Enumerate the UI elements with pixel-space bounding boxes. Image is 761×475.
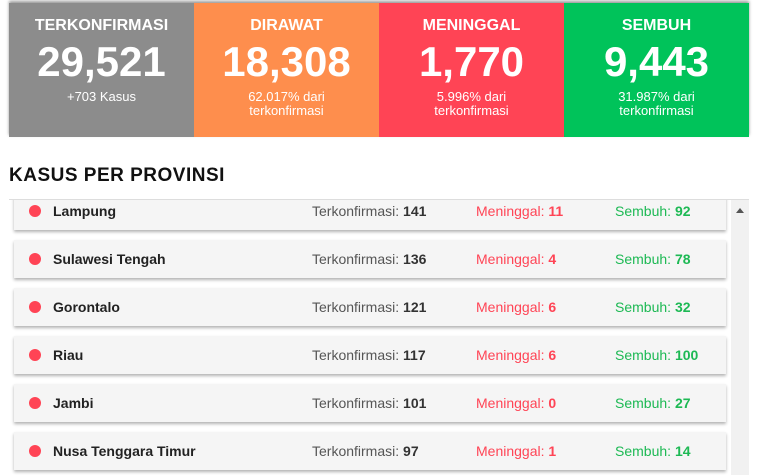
status-dot-icon xyxy=(29,301,41,313)
deaths-count: Meninggal: 6 xyxy=(476,347,557,363)
card-title: MENINGGAL xyxy=(422,17,521,34)
status-dot-icon xyxy=(29,349,41,361)
card-subtitle: 62.017% dari terkonfirmasi xyxy=(248,89,325,118)
status-dot-icon xyxy=(29,205,41,217)
deaths-count: Meninggal: 4 xyxy=(476,251,557,267)
province-row[interactable]: Jambi Terkonfirmasi: 101 Meninggal: 0 Sembu… xyxy=(14,384,726,422)
province-name: Jambi xyxy=(53,395,94,411)
scrollbar[interactable] xyxy=(731,200,749,475)
confirmed-count: Terkonfirmasi: 136 xyxy=(312,251,427,267)
confirmed-count: Terkonfirmasi: 101 xyxy=(312,395,427,411)
province-row[interactable]: Riau Terkonfirmasi: 117 Meninggal: 6 Sembuh… xyxy=(14,336,726,374)
recovered-count: Sembuh: 100 xyxy=(615,347,699,363)
stat-card-sembuh: SEMBUH 9,443 31.987% dari terkonfirmasi xyxy=(564,3,749,137)
card-subtitle: +703 Kasus xyxy=(66,89,137,104)
card-value: 18,308 xyxy=(222,38,351,85)
province-row[interactable]: Lampung Terkonfirmasi: 141 Meninggal: 11 Se… xyxy=(14,200,726,230)
status-dot-icon xyxy=(29,397,41,409)
confirmed-count: Terkonfirmasi: 97 xyxy=(312,443,419,459)
section-title: KASUS PER PROVINSI xyxy=(9,165,225,186)
province-row[interactable]: Nusa Tenggara Timur Terkonfirmasi: 97 Meni… xyxy=(14,432,726,470)
deaths-count: Meninggal: 6 xyxy=(476,299,557,315)
province-row[interactable]: Gorontalo Terkonfirmasi: 121 Meninggal: 6 S… xyxy=(14,288,726,326)
province-list: Lampung Terkonfirmasi: 141 Meninggal: 11 Se… xyxy=(9,199,749,475)
confirmed-count: Terkonfirmasi: 117 xyxy=(312,347,426,363)
scroll-up-arrow-icon[interactable] xyxy=(736,208,744,213)
province-name: Riau xyxy=(53,347,84,363)
recovered-count: Sembuh: 78 xyxy=(615,251,691,267)
recovered-count: Sembuh: 14 xyxy=(615,443,691,459)
province-name: Lampung xyxy=(53,203,116,219)
stat-card-meninggal: MENINGGAL 1,770 5.996% dari terkonfirmasi xyxy=(379,3,564,137)
deaths-count: Meninggal: 11 xyxy=(476,203,564,219)
province-name: Sulawesi Tengah xyxy=(53,251,166,267)
province-name: Gorontalo xyxy=(53,299,120,315)
card-subtitle: 5.996% dari terkonfirmasi xyxy=(434,89,509,118)
deaths-count: Meninggal: 0 xyxy=(476,395,557,411)
card-title: TERKONFIRMASI xyxy=(34,17,169,34)
stat-card-dirawat: DIRAWAT 18,308 62.017% dari terkonfirmasi xyxy=(194,3,379,137)
province-row[interactable]: Sulawesi Tengah Terkonfirmasi: 136 Meningg… xyxy=(14,240,726,278)
confirmed-count: Terkonfirmasi: 121 xyxy=(312,299,427,315)
card-value: 9,443 xyxy=(603,38,710,85)
summary-cards: TERKONFIRMASI 29,521 +703 Kasus DIRAWAT 18,3… xyxy=(9,3,749,137)
card-value: 29,521 xyxy=(37,38,166,85)
stat-card-terkonfirmasi: TERKONFIRMASI 29,521 +703 Kasus xyxy=(9,3,194,137)
deaths-count: Meninggal: 1 xyxy=(476,443,557,459)
card-value: 1,770 xyxy=(418,38,525,85)
card-title: SEMBUH xyxy=(621,17,692,34)
recovered-count: Sembuh: 27 xyxy=(615,395,691,411)
card-title: DIRAWAT xyxy=(250,17,323,34)
status-dot-icon xyxy=(29,253,41,265)
recovered-count: Sembuh: 92 xyxy=(615,203,691,219)
status-dot-icon xyxy=(29,445,41,457)
recovered-count: Sembuh: 32 xyxy=(615,299,691,315)
province-name: Nusa Tenggara Timur xyxy=(53,443,196,459)
confirmed-count: Terkonfirmasi: 141 xyxy=(312,203,427,219)
card-subtitle: 31.987% dari terkonfirmasi xyxy=(618,89,695,118)
